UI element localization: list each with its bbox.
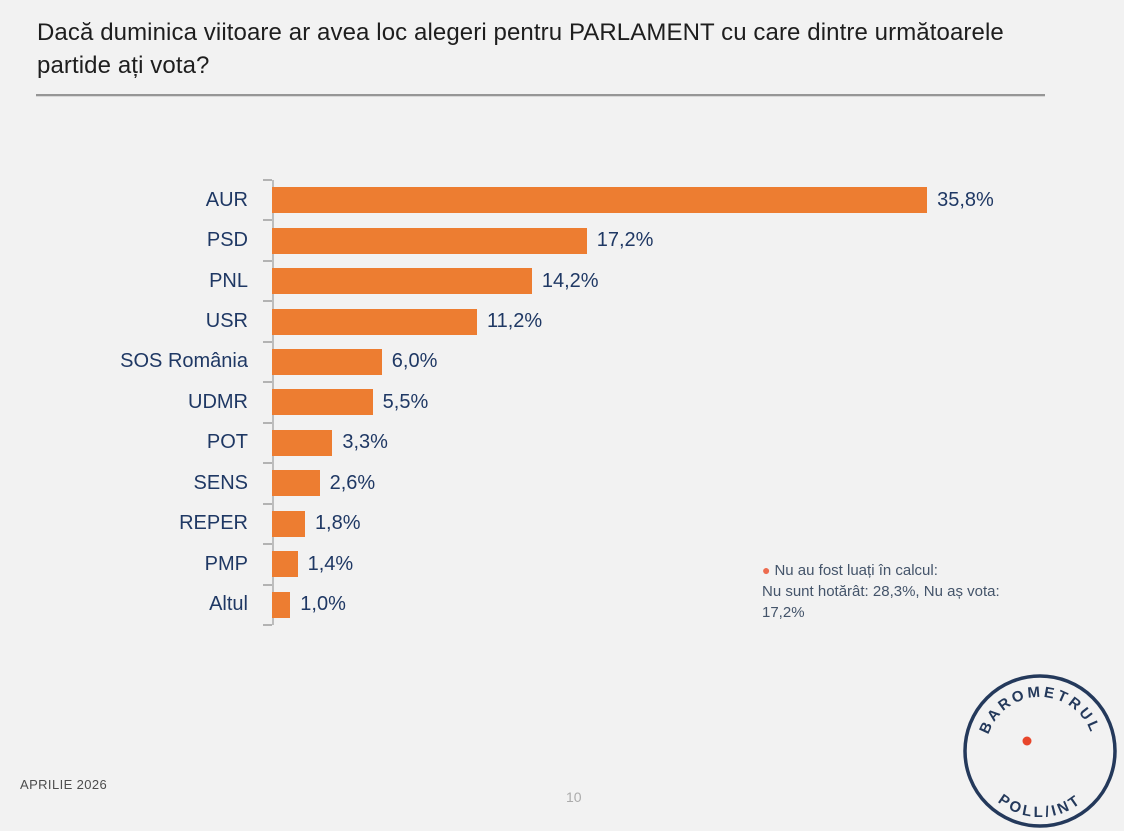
bar-area: 6,0%: [272, 348, 1124, 375]
axis-tick: [263, 259, 272, 262]
bar: [272, 429, 333, 456]
note-bullet-icon: ●: [762, 562, 771, 578]
bar-area: 5,5%: [272, 389, 1124, 416]
chart-row: Altul 1,0%: [0, 584, 1124, 624]
bar-area: 11,2%: [272, 308, 1124, 335]
chart-row: SOS România 6,0%: [0, 342, 1124, 382]
chart-row: POT 3,3%: [0, 423, 1124, 463]
bar: [272, 348, 382, 375]
bar-area: 1,8%: [272, 510, 1124, 537]
axis-tick: [263, 179, 272, 181]
slide: { "page": { "background_color": "#F2F2F2…: [0, 16, 1124, 828]
axis-tick: [263, 502, 272, 505]
bar-area: 2,6%: [272, 470, 1124, 497]
value-label: 1,0%: [300, 593, 346, 616]
axis-tick: [263, 300, 272, 303]
slide-title: Dacă duminica viitoare ar avea loc alege…: [37, 16, 1004, 82]
bar: [272, 389, 373, 416]
page-number: 10: [566, 789, 582, 805]
category-label: SENS: [193, 471, 248, 494]
chart-row: USR 11,2%: [0, 301, 1124, 341]
value-label: 1,4%: [307, 552, 354, 575]
slide-title-line2: partide ați vota?: [37, 52, 210, 79]
chart-rows: AUR 35,8% PSD 17,2% PNL 14,2% USR 11,2% SOS Româ…: [0, 180, 1124, 625]
category-label: PMP: [204, 552, 248, 575]
note-title: Nu au fost luați în calcul:: [774, 562, 938, 579]
category-label: USR: [205, 310, 248, 333]
category-label: PNL: [209, 269, 248, 292]
axis-tick: [263, 623, 272, 626]
bar-area: 35,8%: [272, 187, 1124, 214]
value-label: 11,2%: [486, 310, 543, 333]
value-label: 1,8%: [314, 512, 361, 535]
chart-row: REPER 1,8%: [0, 504, 1124, 544]
axis-tick: [263, 583, 272, 586]
logo-center-dot: [1022, 736, 1032, 746]
bar: [272, 470, 320, 497]
bar-area: 1,4%: [272, 551, 1124, 578]
axis-tick: [263, 219, 272, 222]
axis-tick: [263, 381, 272, 384]
chart-row: PSD 17,2%: [0, 220, 1124, 260]
exclusion-note: ● Nu au fost luați în calcul: Nu sunt hot…: [762, 560, 1040, 623]
category-label: UDMR: [188, 390, 248, 413]
chart-row: PNL 14,2%: [0, 261, 1124, 301]
chart-row: PMP 1,4%: [0, 544, 1124, 584]
category-label: SOS România: [120, 350, 248, 373]
value-label: 5,5%: [382, 390, 429, 413]
bar: [272, 551, 298, 578]
chart-row: AUR 35,8%: [0, 180, 1124, 220]
svg-text:POLL/INT: POLL/INT: [995, 791, 1085, 821]
value-label: 14,2%: [541, 269, 599, 292]
logo-bottom-text: POLL/INT: [995, 791, 1082, 821]
bar-area: 14,2%: [272, 268, 1124, 295]
value-label: 6,0%: [391, 350, 438, 373]
value-label: 3,3%: [342, 431, 388, 454]
value-label: 35,8%: [937, 188, 994, 211]
barometrul-pollint-logo: BAROMETRUL POLL/INT: [963, 674, 1117, 828]
bar: [272, 308, 477, 335]
chart-row: UDMR 5,5%: [0, 382, 1124, 422]
value-label: 17,2%: [596, 229, 654, 252]
value-label: 2,6%: [329, 471, 376, 494]
category-label: Altul: [209, 593, 248, 616]
footer-date: APRILIE 2026: [20, 777, 108, 792]
bar: [272, 591, 291, 618]
category-label: REPER: [179, 512, 248, 535]
bar: [272, 227, 587, 254]
axis-tick: [263, 543, 272, 546]
bar: [272, 187, 928, 214]
axis-tick: [263, 462, 272, 465]
bar: [272, 268, 532, 295]
chart-row: SENS 2,6%: [0, 463, 1124, 503]
bar-area: 1,0%: [272, 591, 1124, 618]
bar-area: 17,2%: [272, 227, 1124, 254]
bar: [272, 510, 305, 537]
title-divider: [36, 94, 1045, 97]
bar-area: 3,3%: [272, 429, 1124, 456]
category-label: PSD: [206, 229, 248, 252]
slide-title-line1: Dacă duminica viitoare ar avea loc alege…: [37, 19, 1004, 46]
axis-tick: [263, 340, 272, 343]
category-label: POT: [206, 431, 248, 454]
category-label: AUR: [205, 188, 248, 211]
note-body: Nu sunt hotărât: 28,3%, Nu aș vota: 17,2…: [762, 583, 1000, 621]
axis-tick: [263, 421, 272, 424]
